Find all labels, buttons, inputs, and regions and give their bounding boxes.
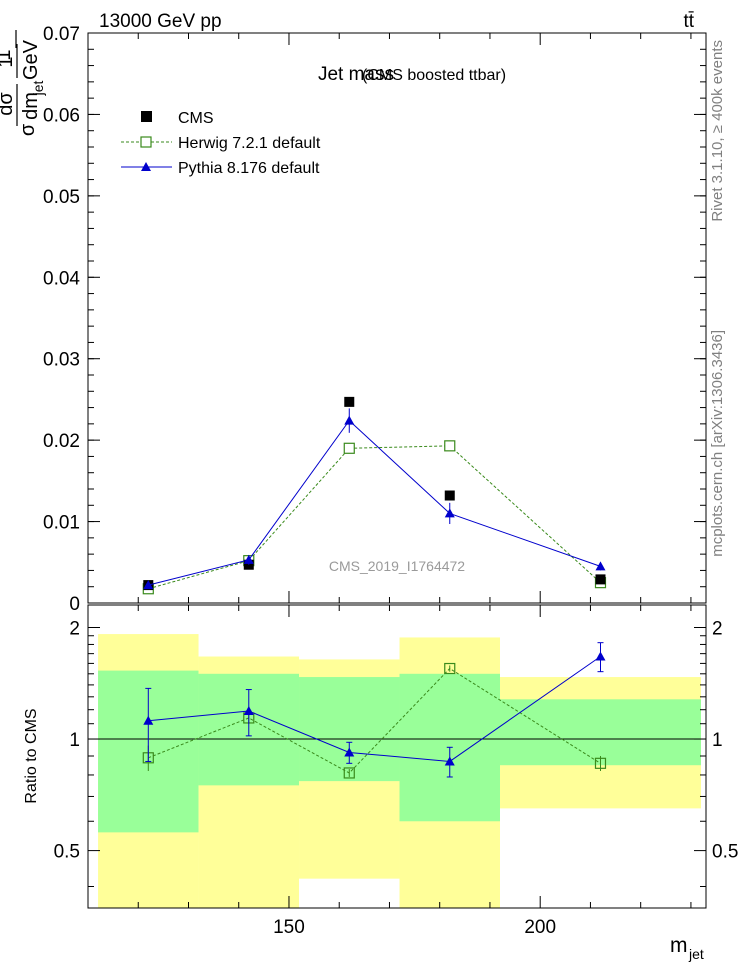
legend: CMS Herwig 7.2.1 default Pythia 8.176 de… bbox=[121, 110, 321, 177]
plot-subtitle: (CMS boosted ttbar) bbox=[362, 67, 506, 84]
legend-herwig-marker bbox=[140, 136, 152, 148]
pythia-point bbox=[243, 554, 254, 564]
main-plot-frame bbox=[87, 32, 707, 604]
y-tick-label: 0 bbox=[69, 594, 80, 615]
ratio-y-tick-label-right: 2 bbox=[712, 618, 723, 639]
y-tick-label: 0.06 bbox=[43, 105, 80, 126]
xlabel: m bbox=[670, 934, 688, 957]
pythia-point bbox=[444, 508, 455, 518]
ylabel-dm-sub: jet bbox=[30, 81, 46, 97]
pythia-ratio-point bbox=[344, 747, 355, 757]
herwig-ratio-point bbox=[444, 662, 456, 675]
legend-pythia-marker bbox=[141, 162, 151, 171]
analysis-id: CMS_2019_I1764472 bbox=[329, 558, 465, 574]
ylabel-dsigma: dσ bbox=[0, 92, 17, 116]
cms-point bbox=[344, 396, 355, 407]
y-tick-label: 0.04 bbox=[43, 268, 80, 289]
mcplots-label: mcplots.cern.ch [arXiv:1306.3436] bbox=[709, 330, 726, 557]
herwig-ratio-point bbox=[343, 767, 355, 779]
pythia-ratio-point bbox=[143, 715, 154, 725]
ylabel-dm: dm bbox=[20, 92, 42, 120]
pythia-point bbox=[595, 561, 606, 571]
ratio-ylabel: Ratio to CMS bbox=[23, 708, 40, 803]
legend-cms-marker bbox=[141, 111, 152, 122]
y-tick-label: 0.03 bbox=[43, 350, 80, 371]
ratio-y-tick-label: 0.5 bbox=[54, 842, 80, 863]
process-label: 13000 GeV pp bbox=[99, 11, 222, 32]
herwig-ratio-point bbox=[594, 757, 607, 769]
plot-title: Jet mass bbox=[318, 64, 394, 85]
pythia-point bbox=[143, 580, 154, 590]
ratio-y-tick-label: 1 bbox=[69, 730, 80, 751]
xlabel-sub: jet bbox=[688, 946, 704, 962]
y-tick-label: 0.05 bbox=[43, 187, 80, 208]
x-tick-label: 150 bbox=[273, 917, 305, 938]
ratio-plot-frame bbox=[87, 604, 707, 909]
y-tick-label: 0.02 bbox=[43, 431, 80, 452]
ratio-band-inner bbox=[500, 699, 701, 766]
ylabel-frac-left-den: σ bbox=[17, 123, 39, 136]
y-tick-label: 0.07 bbox=[43, 24, 80, 45]
y-tick-label: 0.01 bbox=[43, 513, 80, 534]
ratio-y-tick-label-right: 1 bbox=[712, 730, 723, 751]
final-state-label: tt̄ bbox=[683, 11, 694, 32]
herwig-point bbox=[343, 442, 355, 454]
ratio-y-tick-label-right: 0.5 bbox=[712, 842, 738, 863]
cms-point bbox=[444, 490, 455, 501]
rivet-label: Rivet 3.1.10, ≥ 400k events bbox=[709, 40, 726, 222]
ylabel-frac-right-den: GeV bbox=[20, 39, 42, 80]
pythia-ratio-point bbox=[243, 706, 254, 716]
pythia-ratio-point bbox=[444, 756, 455, 766]
x-tick-label: 200 bbox=[524, 917, 556, 938]
cms-point bbox=[595, 574, 606, 585]
ratio-y-tick-label: 2 bbox=[69, 618, 80, 639]
ylabel-frac-right-num: 1 bbox=[0, 56, 17, 67]
legend-pythia-label: Pythia 8.176 default bbox=[178, 160, 320, 177]
ylabel-frac-left-num: 1 bbox=[0, 49, 15, 60]
pythia-ratio-point bbox=[595, 651, 606, 661]
pythia-point bbox=[344, 415, 355, 425]
legend-cms-label: CMS bbox=[178, 110, 214, 127]
herwig-point bbox=[444, 440, 456, 452]
legend-herwig-label: Herwig 7.2.1 default bbox=[178, 135, 321, 152]
ratio-band-inner bbox=[299, 677, 400, 782]
main-ylabel: 1 σ dσ dm jet 1 GeV bbox=[0, 30, 46, 136]
